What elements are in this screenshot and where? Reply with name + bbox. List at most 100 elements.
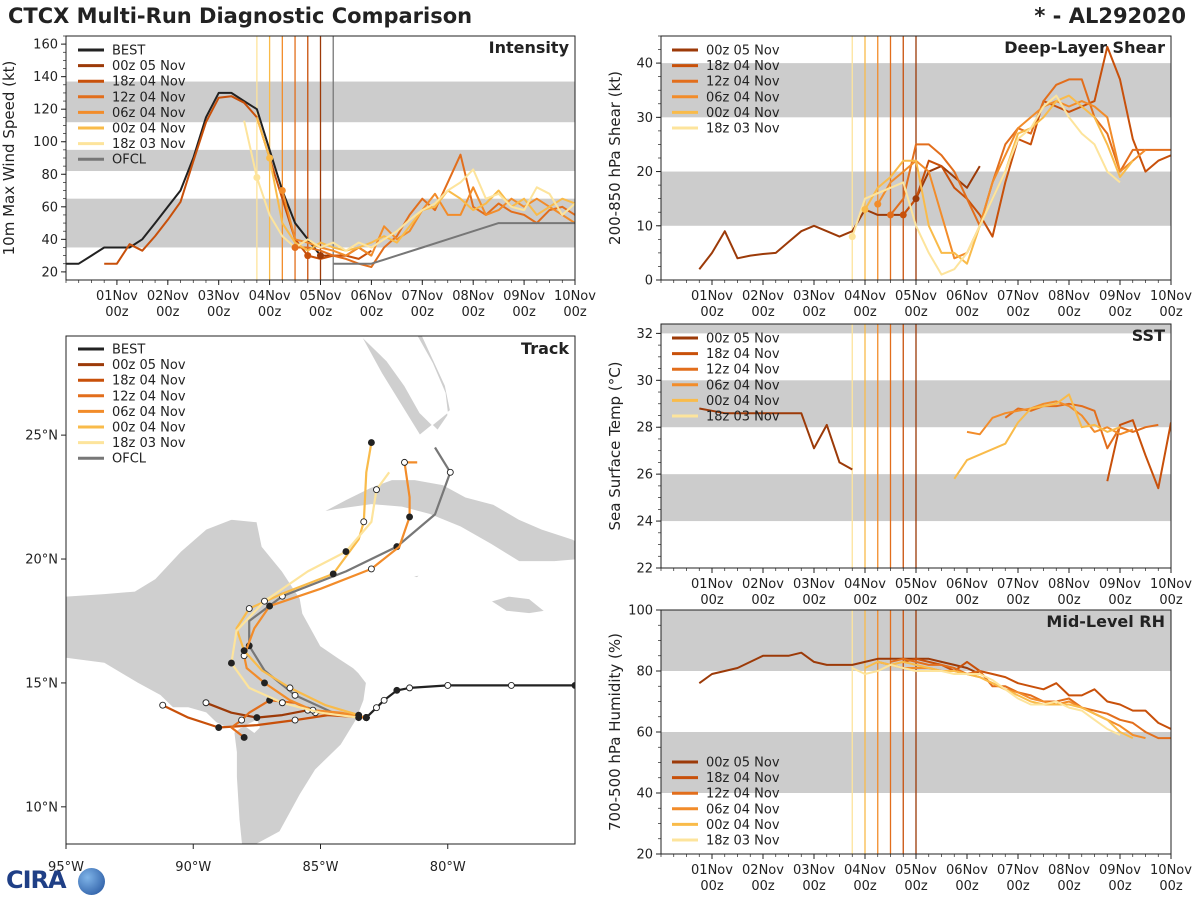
- x-tick-label: 00z: [802, 593, 826, 608]
- y-tick-label: 100: [628, 604, 653, 619]
- x-tick-label: 00z: [904, 879, 928, 894]
- y-tick-label: 24: [636, 515, 653, 530]
- track-point: [202, 699, 210, 707]
- series-line: [953, 393, 1121, 480]
- panel-title: Deep-Layer Shear: [1004, 38, 1165, 57]
- legend-label: 00z 04 Nov: [112, 122, 186, 137]
- legend-label: 06z 04 Nov: [706, 802, 780, 817]
- y-tick-label: 80: [636, 665, 653, 680]
- series-line: [295, 153, 575, 268]
- series-line: [698, 165, 981, 270]
- x-tick-label: 04Nov: [844, 289, 886, 304]
- legend-label: 00z 05 Nov: [706, 756, 780, 771]
- x-tick-label: 00z: [751, 593, 775, 608]
- x-tick-label: 00z: [207, 305, 231, 320]
- init-marker: [899, 211, 907, 219]
- legend-label: 06z 04 Nov: [706, 90, 780, 105]
- y-axis-label: 10m Max Wind Speed (kt): [0, 61, 18, 256]
- x-tick-label: 06Nov: [946, 577, 988, 592]
- series-group: [699, 393, 1171, 490]
- x-tick-label: 02Nov: [742, 577, 784, 592]
- track-point: [329, 570, 337, 578]
- y-tick-label: 20°N: [25, 553, 58, 568]
- x-tick-label: 00z: [462, 305, 486, 320]
- y-tick-label: 60: [636, 726, 653, 741]
- x-tick-label: 03Nov: [793, 863, 835, 878]
- x-tick-label: 00z: [1159, 879, 1183, 894]
- legend-label: 18z 04 Nov: [706, 771, 780, 786]
- y-tick-label: 26: [636, 468, 653, 483]
- x-tick-label: 07Nov: [997, 577, 1039, 592]
- series-line: [966, 400, 1134, 436]
- track-point: [261, 597, 268, 605]
- x-tick-label: 05Nov: [895, 863, 937, 878]
- x-tick-label: 02Nov: [742, 863, 784, 878]
- x-tick-label: 85°W: [303, 860, 339, 875]
- land-central-america: [66, 518, 367, 844]
- x-tick-label: 00z: [955, 593, 979, 608]
- track-point: [360, 518, 368, 526]
- x-tick-label: 08Nov: [1048, 289, 1090, 304]
- x-tick-label: 00z: [751, 879, 775, 894]
- legend-label: OFCL: [112, 452, 147, 467]
- y-tick-label: 160: [33, 38, 58, 53]
- legend-label: 12z 04 Nov: [706, 363, 780, 378]
- legend-label: 18z 04 Nov: [706, 347, 780, 362]
- y-tick-label: 140: [33, 70, 58, 85]
- legend-label: 00z 04 Nov: [706, 106, 780, 121]
- series-line: [104, 95, 372, 265]
- panel-intensity: 2040608010012014016001Nov00z02Nov00z03No…: [0, 35, 596, 320]
- x-tick-label: 00z: [700, 593, 724, 608]
- track-line: [248, 446, 452, 719]
- track-point: [393, 686, 401, 694]
- y-tick-label: 28: [636, 421, 653, 436]
- legend-label: 00z 05 Nov: [112, 358, 186, 373]
- legend-label: 00z 04 Nov: [706, 394, 780, 409]
- track-line: [243, 461, 418, 719]
- land-cayman: [412, 574, 422, 579]
- x-tick-label: 09Nov: [1099, 289, 1141, 304]
- y-tick-label: 40: [636, 57, 653, 72]
- init-marker: [887, 211, 894, 219]
- map-content: [66, 336, 575, 844]
- legend-label: 18z 03 Nov: [706, 834, 780, 849]
- x-tick-label: 07Nov: [997, 289, 1039, 304]
- y-tick-label: 60: [41, 200, 58, 215]
- y-tick-label: 20: [41, 265, 58, 280]
- storm-id: * - AL292020: [1034, 4, 1186, 28]
- track-point: [355, 714, 363, 722]
- y-tick-label: 80: [41, 168, 58, 183]
- cira-logo: CIRA: [6, 866, 67, 894]
- x-tick-label: 10Nov: [1150, 289, 1192, 304]
- logo-globe-icon: [78, 868, 105, 895]
- x-tick-label: 02Nov: [147, 289, 189, 304]
- x-tick-label: 10Nov: [554, 289, 596, 304]
- panel-title: Intensity: [489, 38, 570, 57]
- track-point: [380, 696, 388, 704]
- land-florida: [360, 336, 451, 436]
- x-tick-label: 00z: [1057, 305, 1081, 320]
- legend-label: 18z 04 Nov: [706, 59, 780, 74]
- legend-label: 18z 04 Nov: [112, 374, 186, 389]
- y-tick-label: 40: [636, 787, 653, 802]
- legend-label: 06z 04 Nov: [706, 378, 780, 393]
- init-marker: [317, 252, 324, 260]
- x-tick-label: 01Nov: [691, 863, 733, 878]
- x-tick-label: 09Nov: [1099, 577, 1141, 592]
- x-tick-label: 00z: [563, 305, 587, 320]
- init-marker: [848, 233, 856, 241]
- x-tick-label: 00z: [802, 305, 826, 320]
- track-point: [215, 724, 223, 731]
- legend-label: 12z 04 Nov: [112, 90, 186, 105]
- x-tick-label: 10Nov: [1150, 863, 1192, 878]
- x-tick-label: 95°W: [48, 860, 84, 875]
- track-point: [571, 681, 575, 689]
- y-tick-label: 30: [636, 374, 653, 389]
- x-tick-label: 06Nov: [946, 863, 988, 878]
- track-point: [291, 691, 299, 699]
- series-line: [1004, 402, 1159, 450]
- y-axis-label: Sea Surface Temp (°C): [606, 361, 624, 530]
- init-marker: [278, 187, 286, 195]
- panel-title: SST: [1132, 326, 1165, 345]
- x-tick-label: 00z: [156, 305, 180, 320]
